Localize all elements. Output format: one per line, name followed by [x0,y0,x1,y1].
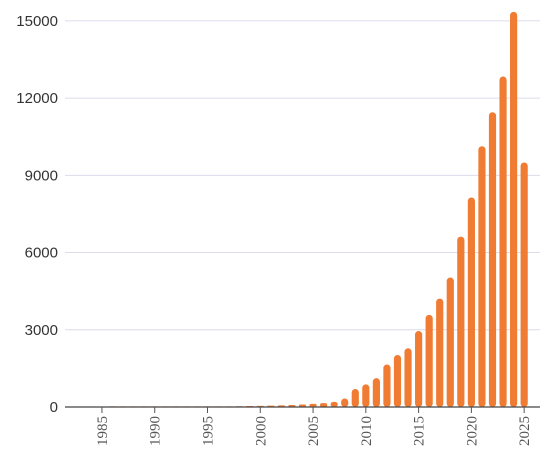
x-tick-label: 2020 [464,416,480,446]
x-tick-label: 2015 [412,416,428,446]
y-tick-label: 6000 [25,245,58,262]
x-tick-label: 2000 [253,416,269,446]
bar-2007 [330,401,338,407]
bar-2023 [499,76,507,408]
y-tick-label: 3000 [25,322,58,339]
x-tick-label: 2025 [517,416,533,446]
bar-2025 [520,162,528,407]
x-tick-label: 1990 [148,416,164,446]
bar-2018 [446,277,454,407]
bar-2016 [425,314,433,407]
bar-2013 [393,355,402,407]
x-axis-ticks: 1985 1990 1995 2000 2005 2010 2015 2020 2025 [95,407,533,446]
x-tick-label: 1995 [201,416,217,446]
bar-2008 [341,398,349,407]
y-tick-label: 9000 [25,167,58,184]
x-tick-label: 2005 [306,416,322,446]
bar-2009 [351,388,359,407]
y-tick-label: 15000 [16,13,58,30]
bar-2024 [510,11,518,407]
bar-2012 [383,364,391,407]
bar-2021 [478,146,486,407]
bar-2005 [309,403,317,407]
bar-2017 [436,298,444,407]
x-tick-label: 1985 [95,416,111,446]
y-tick-label: 0 [50,399,58,416]
y-tick-label: 12000 [16,90,58,107]
bar-2022 [488,112,497,408]
bar-2010 [362,384,370,407]
bar-2014 [404,348,412,407]
bar-2019 [457,236,465,407]
bar-2020 [467,197,475,407]
x-tick-label: 2010 [359,416,375,446]
bar-2006 [320,403,328,407]
bars [108,11,528,408]
bar-2015 [415,331,423,407]
y-axis-ticks: 0 3000 6000 9000 12000 15000 [16,13,58,416]
bar-2004 [298,404,307,407]
bar-2011 [372,378,380,407]
